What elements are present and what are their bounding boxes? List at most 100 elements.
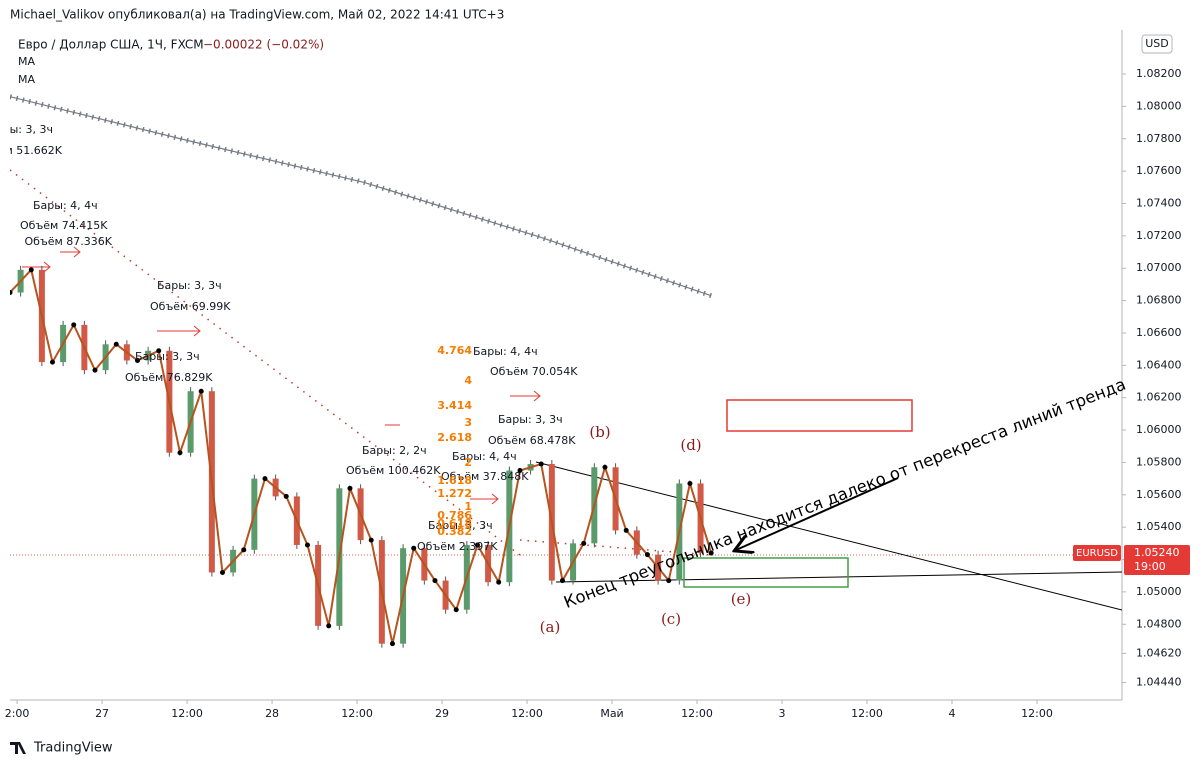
bar-stats-label: Объём 37.848K: [441, 470, 529, 483]
y-tick-label: 1.05000: [1136, 585, 1182, 598]
x-tick-label: 12:00: [851, 707, 883, 720]
pivot: [708, 550, 714, 556]
countdown-label: 19:00: [1134, 560, 1166, 573]
pivot: [389, 641, 395, 647]
pivot: [432, 578, 438, 584]
symbol-tag: [1073, 545, 1121, 562]
pivot: [92, 367, 98, 373]
y-tick-label: 1.06400: [1136, 358, 1182, 371]
bar-stats-label: Объём 100.462K: [346, 464, 441, 477]
bar-stats-label: Бары: 3, 3ч: [135, 350, 200, 363]
x-tick-label: 12:00: [171, 707, 203, 720]
y-tick-label: 1.07600: [1136, 164, 1182, 177]
fib-label: 3.414: [437, 399, 472, 412]
x-tick-label: 4: [949, 707, 956, 720]
pivot: [71, 322, 77, 328]
pivot: [517, 468, 523, 474]
fib-label: 2.618: [437, 431, 472, 444]
bar-stats-label: Объём 70.054K: [490, 365, 578, 378]
price-tag-label: 1.05240: [1134, 546, 1180, 559]
bar-stats-label: Объём 2.397K: [417, 540, 498, 553]
pivot: [283, 493, 289, 499]
bar-stats-label: Объём 51.662K: [0, 144, 63, 157]
pivot: [474, 542, 480, 548]
x-tick-label: 12:00: [341, 707, 373, 720]
fib-label: 2: [464, 456, 472, 469]
y-tick-label: 1.05400: [1136, 520, 1182, 533]
y-tick-label: 1.06800: [1136, 294, 1182, 307]
x-tick-label: 12:00: [681, 707, 713, 720]
wave-label: (d): [680, 436, 701, 454]
fib-label: 1.272: [437, 487, 472, 500]
pivot: [262, 476, 268, 482]
bar-stats-label: Бары: 4, 4ч: [452, 450, 517, 463]
bar-stats-label: Объём 68.478K: [488, 434, 576, 447]
target-zone: [683, 557, 849, 588]
y-tick-label: 1.06000: [1136, 423, 1182, 436]
pivot: [623, 527, 629, 533]
pivot: [177, 450, 183, 456]
bar-stats-label: Бары: 4, 4ч: [33, 199, 98, 212]
fib-label: 0.618: [437, 517, 472, 530]
fib-label: 1: [464, 500, 472, 513]
wave-label: (c): [661, 610, 681, 628]
pivot: [28, 267, 34, 273]
trend-dotted: [10, 169, 521, 556]
pivot: [644, 552, 650, 558]
y-tick-label: 1.06600: [1136, 326, 1182, 339]
arrows-small: [22, 246, 541, 505]
wave-label: (b): [589, 423, 610, 441]
pivot: [326, 623, 332, 629]
pivot: [496, 579, 502, 585]
pivot: [49, 359, 55, 365]
fib-label: 1.618: [437, 474, 472, 487]
pivot: [453, 607, 459, 613]
y-tick-label: 1.04620: [1136, 646, 1182, 659]
pivot: [156, 348, 162, 354]
moving-average-cross: [10, 96, 712, 297]
bar-stats-label: Объём 69.99K: [150, 300, 231, 313]
x-tick-label: 29: [435, 707, 449, 720]
wave-label: (e): [731, 590, 752, 608]
y-tick-label: 1.05800: [1136, 455, 1182, 468]
pivot: [368, 537, 374, 543]
y-tick-label: 1.06200: [1136, 391, 1182, 404]
pivot: [559, 578, 565, 584]
bar-stats-label: Бары: 4, 4ч: [473, 345, 538, 358]
moving-average: [10, 94, 713, 299]
bar-stats-label: Объём 76.829K: [125, 371, 213, 384]
bar-stats-label: Бары: 2, 2ч: [362, 444, 427, 457]
x-tick-label: 12:00: [511, 707, 543, 720]
wave-label: (a): [540, 618, 561, 636]
footer-brand: TradingView: [33, 741, 113, 756]
fib-label: 3: [464, 416, 472, 429]
pivot: [411, 545, 417, 551]
bar-stats-label: Бары: 3, 3ч: [498, 413, 563, 426]
upper-trendline: [535, 461, 1122, 611]
pivot: [10, 289, 13, 295]
fib-label: 4: [464, 374, 472, 387]
note: Конец треугольника находится далеко от п…: [561, 375, 1128, 612]
pivot: [113, 341, 119, 347]
pivot: [602, 464, 608, 470]
pivot: [304, 542, 310, 548]
arrow: [736, 477, 899, 550]
y-tick-label: 1.07400: [1136, 196, 1182, 209]
y-tick-label: 1.07000: [1136, 261, 1182, 274]
y-tick-label: 1.07800: [1136, 132, 1182, 145]
y-tick-label: 1.07200: [1136, 229, 1182, 242]
pivot: [241, 547, 247, 553]
pivot: [687, 480, 693, 486]
currency-button[interactable]: [1141, 34, 1173, 54]
x-tick-label: Май: [600, 707, 623, 720]
x-tick-label: 27: [95, 707, 109, 720]
target-zone: [726, 399, 913, 432]
fib-label: 0.382: [437, 525, 472, 538]
lower-trendline: [555, 571, 1122, 583]
y-tick-label: 1.08000: [1136, 99, 1182, 112]
currency-button-label[interactable]: USD: [1145, 37, 1169, 50]
x-tick-label: 12:00: [1021, 707, 1053, 720]
price-tag: [1124, 545, 1190, 576]
y-tick-label: 1.08200: [1136, 67, 1182, 80]
